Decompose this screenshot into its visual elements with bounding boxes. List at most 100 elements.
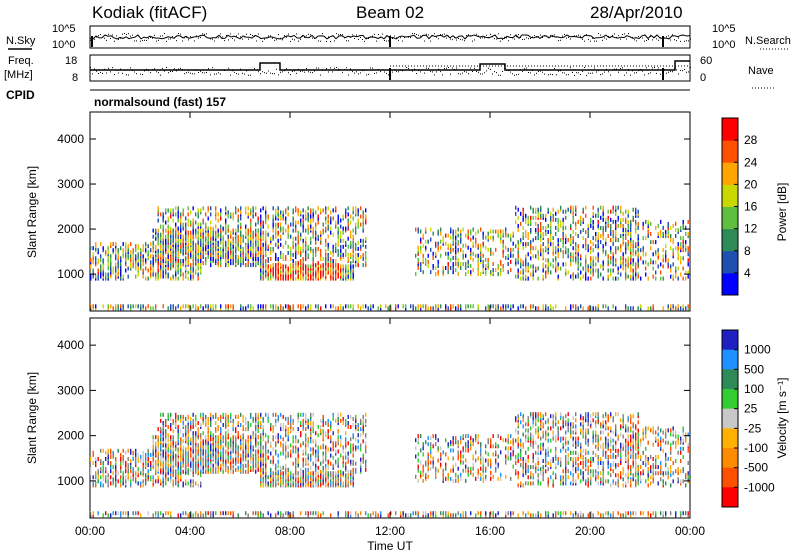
echo-mark — [355, 252, 357, 257]
echo-mark — [582, 219, 584, 224]
echo-mark — [92, 450, 94, 455]
echo-mark — [185, 256, 187, 261]
echo-mark — [295, 261, 297, 266]
echo-mark — [190, 479, 192, 484]
echo-mark — [262, 475, 264, 480]
echo-mark — [645, 266, 647, 271]
echo-mark — [230, 469, 232, 474]
echo-mark — [102, 258, 104, 263]
echo-mark — [185, 230, 187, 235]
echo-mark — [565, 215, 567, 220]
freq-point — [478, 71, 479, 73]
echo-mark — [347, 513, 349, 518]
nsearch-point — [604, 37, 605, 39]
echo-mark — [97, 479, 99, 484]
echo-mark — [212, 238, 214, 243]
nsearch-point — [272, 37, 273, 39]
echo-mark — [652, 252, 654, 257]
echo-mark — [247, 238, 249, 243]
echo-mark — [265, 218, 267, 223]
echo-mark — [322, 228, 324, 233]
echo-mark — [340, 230, 342, 235]
echo-mark — [500, 272, 502, 277]
echo-mark — [670, 246, 672, 251]
echo-mark — [315, 274, 317, 279]
echo-mark — [117, 266, 119, 271]
freq-point — [320, 74, 321, 76]
echo-mark — [400, 511, 402, 516]
echo-mark — [255, 469, 257, 474]
freq-point — [472, 71, 473, 72]
freq-point — [154, 68, 155, 70]
echo-mark — [90, 274, 92, 279]
echo-mark — [602, 513, 604, 518]
echo-mark — [112, 477, 114, 482]
echo-mark — [337, 220, 339, 225]
echo-mark — [535, 306, 537, 311]
echo-mark — [637, 260, 639, 265]
echo-mark — [355, 226, 357, 231]
echo-mark — [117, 274, 119, 279]
echo-mark — [235, 246, 237, 251]
echo-mark — [172, 473, 174, 478]
echo-mark — [627, 306, 629, 311]
freq-point — [374, 72, 375, 74]
echo-mark — [602, 217, 604, 222]
echo-mark — [462, 243, 464, 248]
nsearch-point — [120, 37, 121, 39]
nsearch-point — [454, 37, 455, 39]
echo-mark — [260, 242, 262, 247]
echo-mark — [600, 234, 602, 238]
echo-mark — [470, 264, 472, 268]
echo-mark — [680, 260, 682, 265]
echo-mark — [205, 511, 207, 516]
echo-mark — [152, 246, 154, 251]
echo-mark — [200, 222, 202, 227]
echo-mark — [170, 238, 172, 243]
echo-mark — [112, 270, 114, 275]
echo-mark — [612, 219, 614, 224]
echo-mark — [140, 513, 142, 518]
echo-mark — [610, 238, 612, 243]
echo-mark — [580, 254, 582, 259]
echo-mark — [475, 237, 477, 242]
echo-mark — [625, 272, 627, 277]
echo-mark — [127, 467, 129, 472]
echo-mark — [452, 255, 454, 260]
echo-mark — [547, 306, 549, 311]
echo-mark — [357, 513, 359, 518]
freq-point — [556, 74, 557, 76]
echo-mark — [685, 244, 687, 249]
echo-mark — [200, 255, 202, 259]
echo-mark — [175, 212, 177, 217]
echo-mark — [202, 218, 204, 223]
echo-mark — [650, 240, 652, 245]
freq-point — [178, 68, 179, 70]
echo-mark — [457, 233, 459, 238]
echo-mark — [447, 270, 449, 275]
echo-mark — [577, 264, 579, 269]
echo-mark — [240, 263, 242, 268]
echo-mark — [102, 274, 104, 279]
echo-mark — [262, 224, 264, 229]
freq-point — [316, 67, 317, 69]
echo-mark — [655, 250, 657, 255]
nsearch-point — [348, 40, 349, 42]
echo-mark — [447, 243, 449, 248]
echo-mark — [190, 274, 192, 279]
echo-mark — [235, 238, 237, 243]
echo-mark — [192, 266, 194, 271]
freq-point — [352, 71, 353, 73]
freq-point — [158, 72, 159, 74]
nsearch-point — [576, 35, 577, 37]
echo-mark — [555, 262, 557, 267]
echo-mark — [595, 244, 597, 249]
echo-mark — [597, 511, 599, 516]
nsearch-point — [558, 40, 559, 42]
echo-mark — [177, 465, 179, 470]
echo-mark — [272, 266, 274, 271]
echo-mark — [110, 266, 112, 271]
echo-mark — [272, 206, 274, 211]
nsearch-point — [606, 38, 607, 40]
freq-point — [294, 70, 295, 72]
